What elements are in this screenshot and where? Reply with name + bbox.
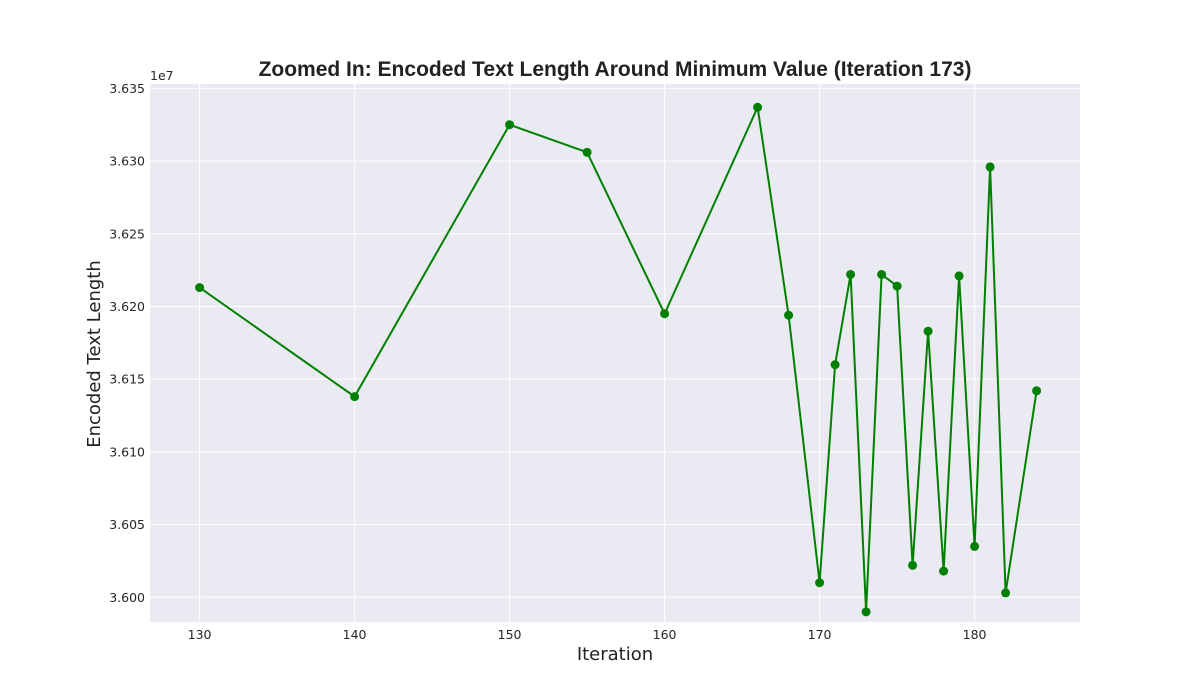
data-point [908,560,918,570]
data-point [660,309,670,319]
plot-area [150,84,1080,622]
x-tick-label: 180 [963,627,987,642]
data-point [582,147,592,157]
data-point [877,269,887,279]
data-point [784,310,794,320]
x-tick-labels: 130 140 150 160 170 180 [188,627,987,642]
data-point [939,566,949,576]
x-tick-label: 170 [808,627,832,642]
y-tick-labels: 3.600 3.605 3.610 3.615 3.620 3.625 3.630 3.635 [109,81,145,605]
series-layer [195,102,1042,617]
data-point [1001,588,1011,598]
data-point [350,392,360,402]
y-tick-label: 3.605 [109,517,145,532]
chart-title: Zoomed In: Encoded Text Length Around Mi… [259,58,972,81]
data-point [985,162,995,172]
data-point [892,281,902,291]
y-tick-label: 3.620 [109,299,145,314]
data-point [846,269,856,279]
data-point [195,283,205,293]
data-point [954,271,964,281]
data-point [970,541,980,551]
y-tick-label: 3.635 [109,81,145,96]
x-axis-label: Iteration [577,644,653,665]
y-tick-label: 3.625 [109,226,145,241]
x-tick-label: 140 [343,627,367,642]
data-point [861,607,871,617]
x-tick-label: 160 [653,627,677,642]
y-tick-label: 3.610 [109,444,145,459]
y-tick-label: 3.615 [109,372,145,387]
x-tick-label: 150 [498,627,522,642]
data-point [753,102,763,112]
x-grid-lines [199,84,976,622]
y-axis-label: Encoded Text Length [84,260,105,448]
y-tick-label: 3.630 [109,154,145,169]
x-tick-label: 130 [188,627,212,642]
data-point [923,326,933,336]
data-point [815,578,825,588]
data-point [505,120,515,130]
y-tick-label: 3.600 [109,590,145,605]
y-offset-label: 1e7 [150,68,174,83]
data-point [830,360,840,370]
data-point [1032,386,1042,396]
